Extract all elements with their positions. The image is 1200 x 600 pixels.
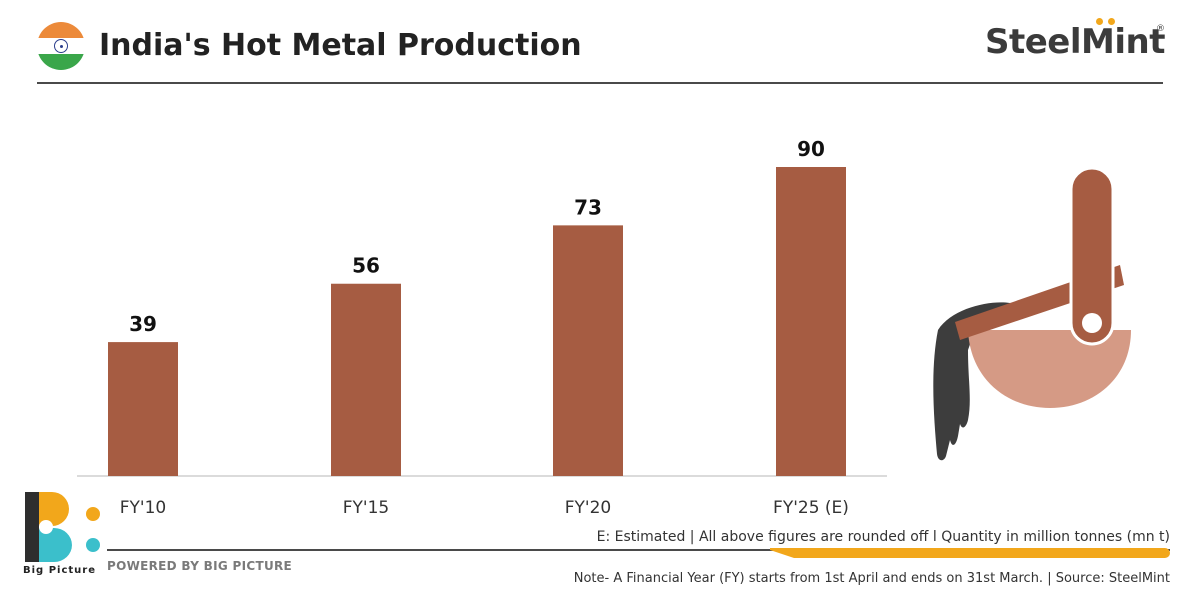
brand-name: SteelMint bbox=[985, 22, 1165, 62]
big-picture-logo-text: Big Picture bbox=[23, 565, 96, 576]
fy-source-footnote: Note- A Financial Year (FY) starts from … bbox=[573, 571, 1170, 586]
bar-FY'10 bbox=[108, 342, 178, 476]
steelmint-logo: SteelMint ® bbox=[985, 18, 1165, 64]
bar-FY'25 (E) bbox=[776, 167, 846, 476]
india-flag-icon bbox=[37, 22, 85, 70]
ladle-pouring-icon bbox=[933, 166, 1131, 461]
header: India's Hot Metal Production SteelMint ® bbox=[0, 0, 1200, 84]
bar-FY'15 bbox=[331, 283, 401, 476]
x-tick-label: FY'15 bbox=[343, 498, 389, 518]
data-label-FY'15: 56 bbox=[352, 254, 380, 278]
x-tick-label: FY'10 bbox=[120, 498, 166, 518]
footer-divider bbox=[107, 549, 1170, 551]
x-tick-label: FY'20 bbox=[565, 498, 611, 518]
registered-mark: ® bbox=[1156, 24, 1165, 34]
data-label-FY'10: 39 bbox=[129, 312, 157, 336]
powered-by-label: POWERED BY BIG PICTURE bbox=[107, 559, 293, 573]
header-divider bbox=[37, 82, 1163, 84]
bar-FY'20 bbox=[553, 225, 623, 476]
page-title: India's Hot Metal Production bbox=[99, 28, 582, 63]
units-footnote: E: Estimated | All above figures are rou… bbox=[596, 529, 1170, 545]
x-tick-label: FY'25 (E) bbox=[773, 498, 849, 518]
footer-accent-bar bbox=[770, 548, 1170, 558]
data-label-FY'20: 73 bbox=[574, 195, 602, 219]
big-picture-logo-icon bbox=[25, 492, 100, 562]
brand-dots-icon bbox=[1096, 18, 1126, 26]
data-label-FY'25 (E): 90 bbox=[797, 137, 825, 161]
